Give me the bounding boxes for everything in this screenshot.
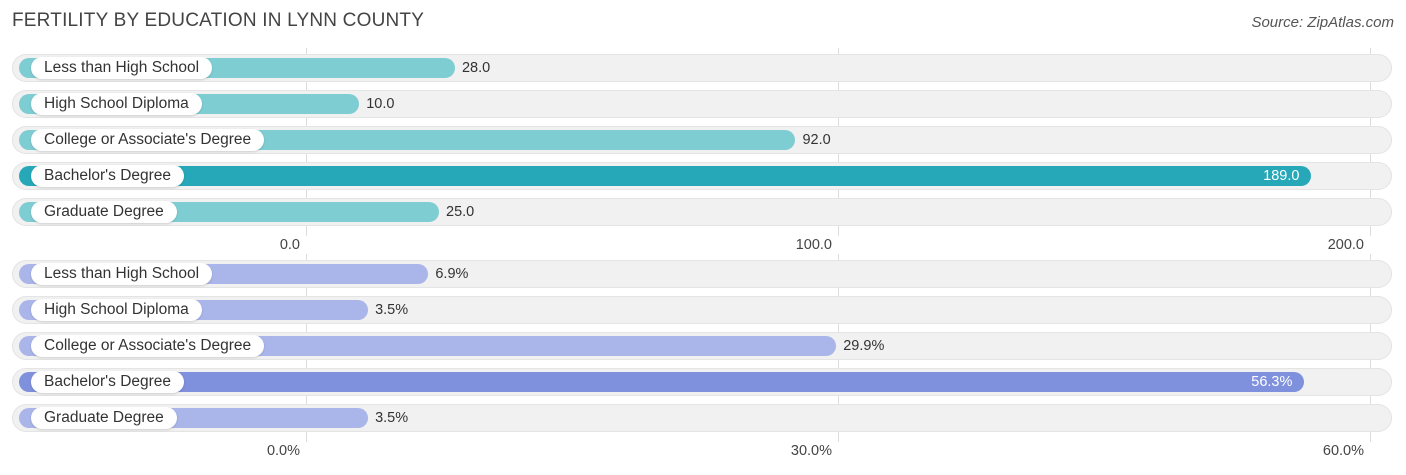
chart-1-category-label: Graduate Degree xyxy=(31,201,177,223)
chart-2-value-label: 6.9% xyxy=(435,266,469,282)
chart-1-value-label: 92.0 xyxy=(802,132,831,148)
chart-1-category-label: College or Associate's Degree xyxy=(31,129,265,151)
chart-1-value-label: 25.0 xyxy=(446,204,475,220)
chart-2-tick-label: 30.0% xyxy=(790,443,832,459)
chart-1-category-label: Less than High School xyxy=(31,57,213,79)
chart-2-value-label: 29.9% xyxy=(843,338,885,354)
chart-1-category-label: Bachelor's Degree xyxy=(31,165,185,187)
chart-1-tick-label: 100.0 xyxy=(795,237,832,253)
chart-1-value-label: 28.0 xyxy=(461,60,491,76)
chart-2-value-label: 3.5% xyxy=(375,410,409,426)
chart-2-category-label: Bachelor's Degree xyxy=(31,371,185,393)
chart-1-bar xyxy=(19,166,1312,186)
chart-2-category-label: Graduate Degree xyxy=(31,407,177,429)
chart-2-value-label: 56.3% xyxy=(1251,374,1293,390)
chart-2-bar xyxy=(19,372,1305,392)
source-label: Source: ZipAtlas.com xyxy=(1251,14,1394,31)
chart-title: FERTILITY BY EDUCATION IN LYNN COUNTY xyxy=(12,10,425,31)
chart-1-tick-label: 0.0 xyxy=(279,237,300,253)
chart-2-value-label: 3.5% xyxy=(375,302,409,318)
chart-1-tick-label: 200.0 xyxy=(1327,237,1364,253)
chart-2-category-label: Less than High School xyxy=(31,263,213,285)
chart-2-category-label: College or Associate's Degree xyxy=(31,335,265,357)
chart-1-value-label: 189.0 xyxy=(1263,168,1300,184)
chart-1-value-label: 10.0 xyxy=(366,96,395,112)
chart-2-category-label: High School Diploma xyxy=(31,299,202,321)
chart-1-category-label: High School Diploma xyxy=(31,93,202,115)
chart-2-tick-label: 0.0% xyxy=(266,443,300,459)
chart-2-tick-label: 60.0% xyxy=(1322,443,1364,459)
